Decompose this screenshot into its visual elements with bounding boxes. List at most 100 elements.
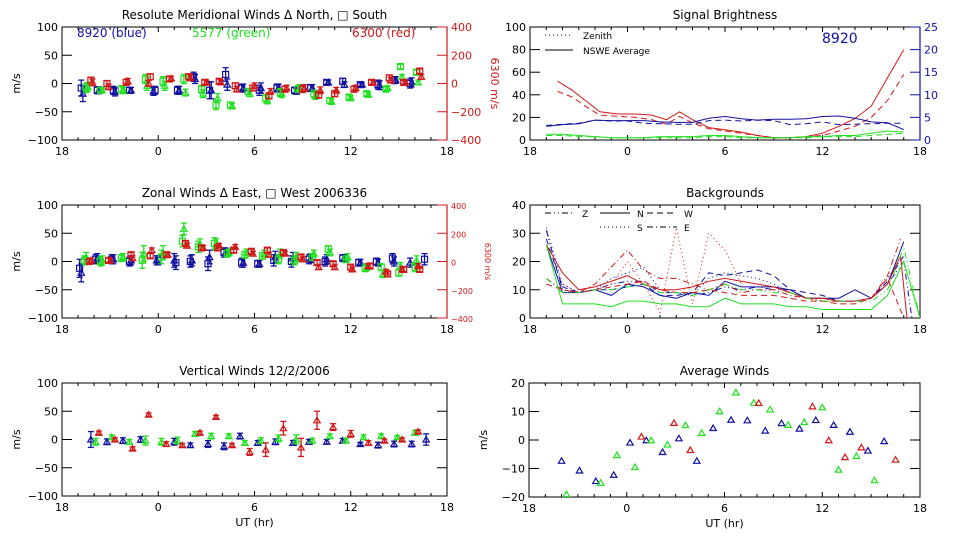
x-tick-label: 0 — [623, 502, 630, 515]
data-point — [185, 73, 193, 81]
square-marker — [138, 256, 146, 264]
square-marker — [165, 75, 174, 83]
y2-tick-label: 25 — [924, 21, 938, 34]
data-point — [339, 77, 347, 85]
data-point — [345, 93, 353, 101]
plot-frame — [529, 26, 921, 141]
triangle-marker — [314, 262, 323, 271]
triangle-marker — [393, 433, 402, 441]
series-layer — [545, 227, 920, 318]
triangle-marker — [407, 439, 416, 448]
data-point — [749, 398, 759, 406]
data-point — [731, 388, 741, 396]
triangle-marker — [863, 446, 873, 454]
data-point — [857, 443, 866, 451]
y-tick-label: 100 — [37, 377, 58, 390]
y-tick-label: −10 — [502, 463, 525, 476]
square-marker — [329, 260, 337, 268]
y2-tick-label: 10 — [924, 89, 938, 102]
data-point — [87, 76, 95, 84]
triangle-marker — [777, 418, 786, 427]
triangle-marker — [783, 420, 793, 428]
square-marker — [247, 247, 255, 255]
x-tick-label: 18 — [55, 145, 69, 158]
data-point — [658, 447, 667, 456]
data-point — [328, 422, 338, 432]
square-marker — [294, 85, 302, 93]
square-marker — [162, 251, 170, 259]
square-marker — [117, 254, 125, 262]
x-tick-label: 0 — [624, 145, 631, 158]
square-marker — [342, 255, 350, 263]
triangle-marker — [178, 440, 187, 449]
data-point — [281, 85, 289, 93]
triangle-marker — [630, 462, 640, 471]
chart-title: Backgrounds — [686, 186, 764, 200]
triangle-marker — [663, 440, 672, 448]
data-point — [681, 420, 690, 429]
triangle-marker — [421, 435, 431, 443]
y-tick-label: 100 — [37, 199, 58, 212]
data-point — [777, 418, 786, 427]
square-marker — [345, 93, 353, 101]
square-marker — [310, 90, 318, 98]
x-tick-label: 18 — [55, 323, 69, 336]
y-tick-label: −100 — [28, 134, 58, 147]
data-point — [630, 462, 640, 471]
data-point — [240, 438, 250, 446]
y2-tick-label: 0 — [451, 259, 456, 268]
triangle-marker — [110, 435, 120, 443]
data-point — [400, 265, 408, 274]
square-marker — [331, 90, 339, 98]
triangle-marker — [162, 439, 171, 448]
y2-tick-label: 20 — [924, 44, 938, 57]
data-point — [297, 253, 305, 261]
triangle-marker — [646, 436, 656, 444]
data-point — [413, 78, 423, 86]
data-point — [214, 244, 222, 252]
legend-label: N — [637, 210, 644, 220]
data-point — [800, 417, 809, 426]
data-point — [783, 420, 793, 428]
y-tick-label: 0 — [518, 434, 525, 447]
series-line-5577-z — [545, 245, 920, 318]
data-point — [341, 436, 351, 444]
series-line-5577-n — [545, 244, 920, 318]
square-marker — [212, 101, 220, 109]
square-marker — [416, 67, 424, 75]
square-marker — [258, 252, 267, 260]
series-annotation: 6300 (red) — [352, 26, 415, 40]
triangle-marker — [94, 428, 104, 436]
data-point — [146, 252, 154, 260]
data-point — [879, 436, 889, 445]
data-point — [125, 86, 133, 94]
data-point — [326, 96, 334, 105]
triangle-marker — [834, 465, 843, 473]
triangle-marker — [86, 435, 96, 443]
data-point — [754, 398, 763, 407]
data-point — [642, 436, 651, 444]
data-point — [110, 435, 120, 443]
data-point — [310, 89, 318, 98]
triangle-marker — [754, 398, 763, 407]
y-tick-label: 20 — [512, 256, 526, 269]
data-point — [224, 431, 234, 440]
triangle-marker — [279, 424, 288, 432]
square-marker — [231, 82, 239, 90]
square-marker — [384, 270, 392, 278]
data-point — [249, 84, 257, 92]
square-marker — [230, 246, 238, 254]
triangle-marker — [625, 438, 635, 446]
x-tick-label: 6 — [251, 145, 258, 158]
x-tick-label: 6 — [722, 323, 729, 336]
chart-title: Signal Brightness — [673, 8, 778, 22]
data-point — [413, 427, 423, 435]
triangle-marker — [316, 86, 325, 94]
x-tick-label: 18 — [913, 145, 927, 158]
data-point — [845, 427, 855, 435]
data-point — [891, 455, 900, 463]
data-point — [368, 78, 376, 86]
plot-frame — [61, 382, 448, 497]
square-marker — [125, 257, 133, 266]
data-point — [824, 436, 834, 444]
